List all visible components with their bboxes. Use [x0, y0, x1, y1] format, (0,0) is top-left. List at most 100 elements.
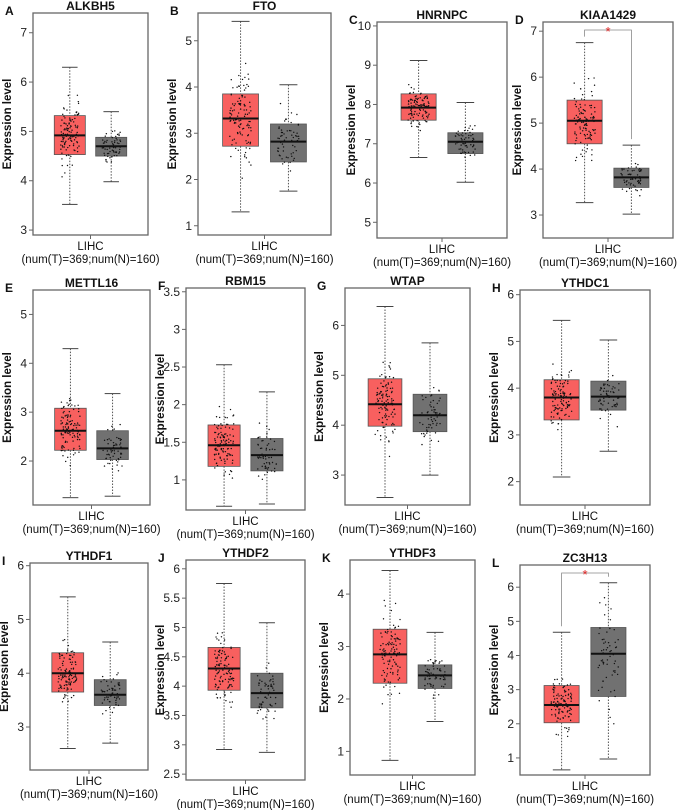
- data-point: [612, 386, 614, 388]
- data-point: [612, 391, 614, 393]
- data-point: [119, 139, 121, 141]
- data-point: [383, 426, 385, 429]
- data-point: [247, 123, 249, 125]
- data-point: [116, 444, 118, 446]
- data-point: [567, 710, 569, 712]
- data-point: [61, 677, 63, 679]
- data-point: [614, 671, 616, 673]
- data-point: [621, 168, 623, 170]
- data-point: [77, 410, 80, 413]
- data-point: [261, 478, 264, 481]
- data-point: [226, 417, 228, 419]
- data-point: [431, 409, 433, 411]
- data-point: [628, 187, 631, 190]
- data-point: [559, 395, 562, 397]
- data-point: [614, 660, 616, 662]
- data-point: [615, 405, 617, 408]
- data-point: [221, 632, 223, 634]
- data-point: [471, 128, 474, 130]
- data-point: [424, 677, 426, 679]
- data-point: [115, 135, 117, 138]
- data-point: [639, 195, 641, 197]
- data-point: [105, 696, 108, 698]
- data-point: [378, 393, 380, 395]
- y-axis-label: Expression level: [346, 85, 358, 176]
- data-point: [68, 670, 70, 673]
- data-point: [276, 150, 279, 152]
- data-point: [601, 638, 604, 641]
- data-point: [559, 392, 562, 395]
- data-point: [259, 447, 262, 450]
- data-point: [432, 406, 435, 408]
- data-point: [568, 715, 570, 718]
- data-point: [226, 455, 229, 457]
- data-point: [386, 667, 389, 670]
- data-point: [586, 148, 588, 150]
- data-point: [70, 681, 72, 683]
- data-point: [609, 645, 611, 647]
- box-iqr: [372, 628, 408, 684]
- data-point: [464, 156, 466, 158]
- y-tick-label: 5.5: [163, 591, 180, 605]
- data-point: [214, 653, 216, 656]
- panel-letter: J: [158, 551, 165, 565]
- chart-title: WTAP: [390, 274, 424, 288]
- data-point: [260, 457, 262, 459]
- data-point: [390, 381, 393, 383]
- data-point: [226, 673, 229, 675]
- data-point: [70, 125, 72, 127]
- data-point: [412, 105, 414, 107]
- data-point: [415, 103, 417, 105]
- plot-frame: [32, 12, 149, 236]
- data-point: [382, 361, 384, 364]
- data-point: [424, 684, 426, 687]
- data-point: [598, 400, 600, 403]
- data-point: [627, 173, 629, 176]
- data-point: [296, 113, 298, 116]
- data-point: [428, 113, 430, 115]
- data-point: [229, 679, 231, 681]
- data-point: [435, 676, 437, 678]
- data-point: [554, 390, 557, 393]
- data-point: [225, 656, 228, 658]
- data-point: [67, 94, 70, 97]
- data-point: [602, 661, 604, 663]
- data-point: [262, 457, 265, 460]
- data-point: [382, 395, 384, 397]
- data-point: [66, 164, 69, 167]
- data-point: [472, 133, 474, 136]
- data-point: [410, 108, 412, 110]
- data-point: [214, 431, 217, 434]
- data-point: [640, 189, 642, 191]
- data-point: [74, 674, 77, 676]
- data-point: [417, 114, 420, 117]
- data-point: [461, 132, 464, 134]
- data-point: [239, 131, 241, 133]
- data-point: [257, 468, 259, 470]
- data-point: [567, 380, 569, 382]
- data-point: [116, 464, 118, 466]
- data-point: [614, 670, 616, 672]
- data-point: [600, 387, 603, 390]
- data-point: [579, 106, 582, 108]
- data-point: [416, 100, 418, 103]
- data-point: [68, 678, 70, 680]
- data-point: [64, 674, 66, 676]
- data-point: [605, 392, 608, 395]
- y-tick-label: 3: [17, 720, 24, 734]
- data-point: [418, 108, 421, 111]
- data-point: [390, 668, 392, 670]
- data-point: [424, 665, 426, 667]
- data-point: [67, 414, 69, 416]
- data-point: [111, 689, 114, 691]
- data-point: [77, 100, 80, 103]
- data-point: [105, 133, 108, 135]
- data-point: [585, 151, 587, 153]
- data-point: [111, 143, 114, 145]
- data-point: [222, 447, 225, 450]
- data-point: [382, 386, 385, 388]
- data-point: [218, 649, 221, 652]
- data-point: [561, 678, 564, 680]
- data-point: [387, 383, 390, 385]
